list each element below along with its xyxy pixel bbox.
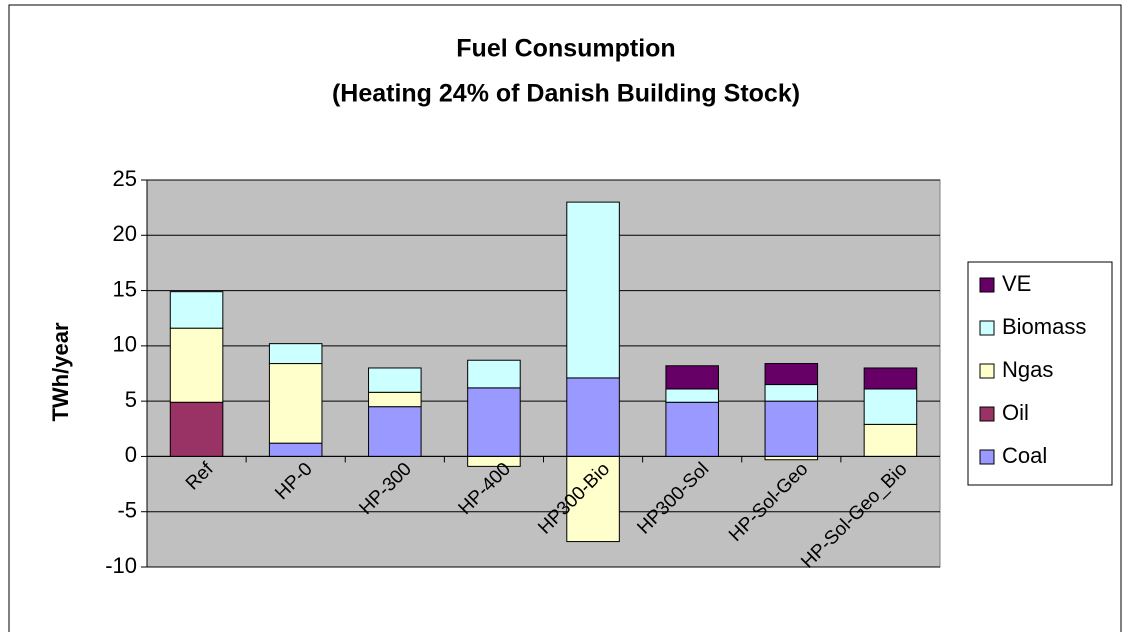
- y-tick-label: 15: [113, 276, 137, 301]
- bar-segment: [566, 455, 620, 543]
- y-axis-label: TWh/year: [48, 322, 73, 421]
- bar-segment: [665, 388, 719, 403]
- plot-background: [146, 179, 941, 568]
- legend-swatch: [979, 363, 995, 379]
- y-tick-label: -10: [105, 553, 137, 578]
- bar-segment: [368, 391, 422, 408]
- legend-swatch: [979, 277, 995, 293]
- bar-segment: [566, 201, 620, 379]
- bar-segment: [467, 359, 521, 389]
- legend-swatch: [979, 320, 995, 336]
- bar-segment: [169, 327, 224, 403]
- bar-segment: [268, 343, 323, 365]
- bar-segment: [169, 401, 224, 457]
- legend: VE Biomass Ngas Oil Coal: [967, 261, 1113, 486]
- bar-segment: [863, 388, 918, 425]
- y-tick-label: 5: [125, 387, 137, 412]
- bar-segment: [566, 377, 620, 457]
- bar-segment: [665, 365, 719, 390]
- legend-label: VE: [1002, 271, 1031, 296]
- y-tick-label: -5: [117, 498, 137, 523]
- legend-label: Biomass: [1002, 314, 1086, 339]
- chart-subtitle: (Heating 24% of Danish Building Stock): [332, 80, 800, 108]
- bar-segment: [368, 367, 422, 393]
- bar-segment: [863, 423, 918, 457]
- bar-segment: [764, 384, 819, 402]
- bar-segment: [368, 406, 422, 457]
- legend-label: Oil: [1002, 400, 1029, 425]
- bar-segment: [764, 363, 819, 386]
- legend-label: Ngas: [1002, 357, 1053, 382]
- bar-segment: [863, 367, 918, 390]
- chart-title: Fuel Consumption: [456, 35, 675, 63]
- bar-segment: [467, 387, 521, 457]
- bar-segment: [268, 363, 323, 444]
- bar-segment: [665, 401, 719, 457]
- legend-swatch: [979, 406, 995, 422]
- chart-border: [8, 4, 1122, 632]
- legend-label: Coal: [1002, 443, 1047, 468]
- bar-segment: [169, 291, 224, 329]
- bar-segment: [268, 442, 323, 457]
- y-tick-label: 20: [113, 221, 137, 246]
- y-tick-label: 25: [113, 166, 137, 191]
- legend-swatch: [979, 449, 995, 465]
- y-tick-label: 0: [125, 442, 137, 467]
- y-tick-label: 10: [113, 332, 137, 357]
- bar-segment: [764, 400, 819, 457]
